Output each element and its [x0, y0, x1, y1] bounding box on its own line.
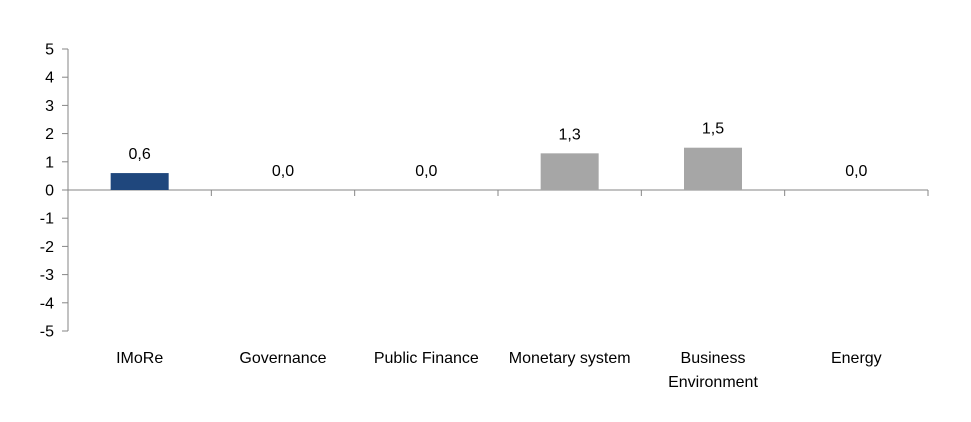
bar	[684, 147, 742, 190]
axes: 5 4 3 2 1 0 -1 -2 -3 -4 -5	[40, 42, 929, 341]
y-tick-label: -1	[40, 211, 54, 228]
bar	[540, 153, 599, 190]
y-tick-label: 3	[45, 98, 54, 115]
data-label: 0,6	[129, 146, 151, 163]
y-tick-label: -2	[40, 239, 54, 256]
x-tick-label: Business	[681, 350, 746, 367]
x-tick-label: Environment	[668, 374, 758, 391]
x-tick-label: Public Finance	[374, 350, 479, 367]
y-tick-label: 4	[45, 70, 54, 87]
x-tick-label: IMoRe	[116, 350, 163, 367]
y-tick-label: 5	[45, 42, 54, 59]
x-tick-label: Energy	[831, 350, 882, 367]
data-label: 0,0	[272, 163, 294, 180]
y-tick-label: 1	[45, 154, 54, 171]
data-label: 0,0	[845, 163, 867, 180]
y-tick-label: 0	[45, 183, 54, 200]
y-tick-label: -4	[40, 295, 54, 312]
data-label: 1,3	[559, 126, 581, 143]
data-label: 1,5	[702, 121, 724, 138]
y-tick-label: -3	[40, 267, 54, 284]
x-tick-label: Governance	[239, 350, 326, 367]
labels: 0,6 IMoRe 0,0 Governance 0,0 Public Finance 1,…	[116, 121, 882, 391]
bars	[110, 147, 742, 190]
y-tick-label: -5	[40, 324, 54, 341]
bar	[110, 173, 169, 190]
y-tick-label: 2	[45, 126, 54, 143]
data-label: 0,0	[415, 163, 437, 180]
x-tick-label: Monetary system	[509, 350, 631, 367]
